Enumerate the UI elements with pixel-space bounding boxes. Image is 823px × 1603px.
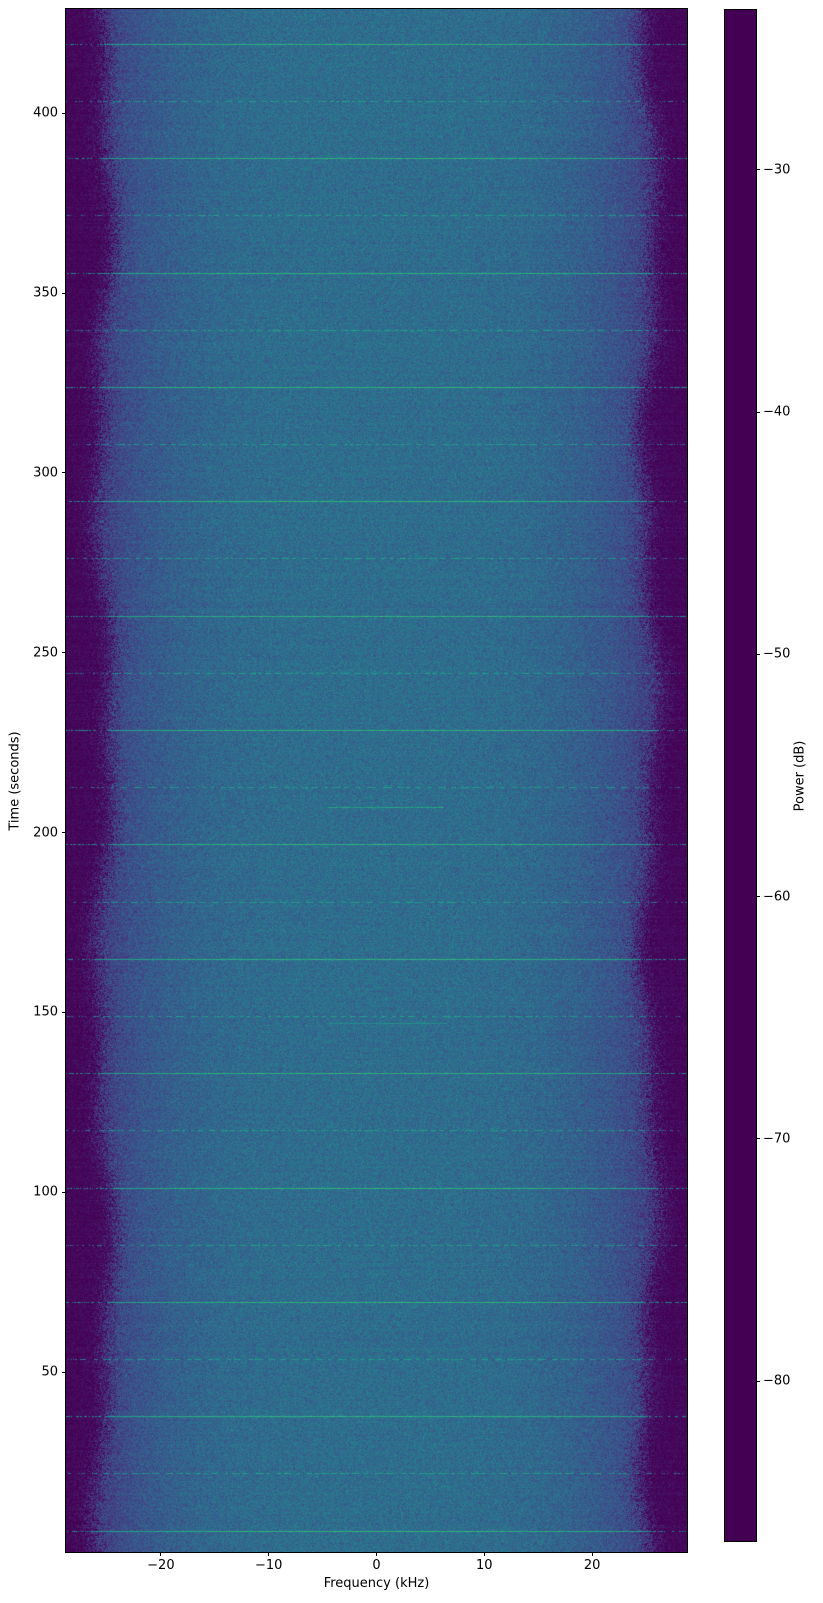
spectrogram-axes (65, 8, 688, 1553)
colorbar-tick (756, 169, 760, 171)
colorbar-tick-label: −30 (763, 162, 791, 178)
y-tick-label: 250 (33, 645, 58, 661)
y-tick-label: 200 (33, 825, 58, 841)
x-tick-label: −10 (254, 1558, 283, 1573)
colorbar-label: Power (dB) (792, 740, 808, 811)
colorbar-tick-label: −40 (763, 404, 791, 420)
colorbar-tick (756, 411, 760, 413)
y-tick-label: 150 (33, 1004, 58, 1020)
y-tick (62, 472, 66, 474)
colorbar-tick (756, 1380, 760, 1382)
y-tick (62, 652, 66, 654)
x-tick-label: 10 (476, 1558, 493, 1573)
x-tick-label: 20 (583, 1558, 601, 1573)
y-tick (62, 1191, 66, 1193)
x-tick (160, 1552, 162, 1556)
colorbar-tick-label: −60 (763, 889, 791, 905)
colorbar-tick (756, 653, 760, 655)
y-tick (62, 832, 66, 834)
x-tick (268, 1552, 270, 1556)
x-tick-label: −20 (147, 1558, 175, 1573)
colorbar-tick-label: −80 (763, 1373, 791, 1389)
y-tick-label: 50 (41, 1364, 58, 1380)
x-tick (591, 1552, 593, 1556)
colorbar (724, 9, 757, 1542)
colorbar-gradient (725, 10, 756, 1541)
y-tick-label: 300 (33, 465, 58, 481)
y-tick-label: 350 (33, 285, 58, 301)
spectrogram-plot (66, 9, 687, 1552)
y-axis-label: Time (seconds) (7, 730, 23, 831)
colorbar-tick-label: −70 (763, 1131, 791, 1147)
y-tick (62, 1011, 66, 1013)
colorbar-tick (756, 1138, 760, 1140)
y-tick (62, 292, 66, 294)
y-tick (62, 112, 66, 114)
y-tick (62, 1371, 66, 1373)
x-tick-label: 0 (372, 1558, 381, 1573)
colorbar-tick (756, 896, 760, 898)
x-axis-label: Frequency (kHz) (323, 1576, 430, 1591)
x-tick (483, 1552, 485, 1556)
y-tick-label: 400 (33, 105, 58, 121)
x-tick (376, 1552, 377, 1556)
y-tick-label: 100 (33, 1184, 58, 1200)
colorbar-tick-label: −50 (763, 646, 791, 662)
